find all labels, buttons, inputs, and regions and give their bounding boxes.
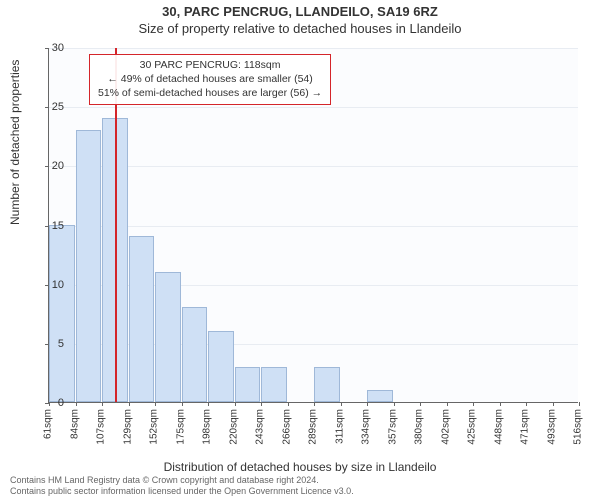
histogram-bar (49, 225, 75, 403)
x-tick-label: 84sqm (69, 409, 80, 439)
page-subtitle: Size of property relative to detached ho… (0, 21, 600, 36)
x-tick (367, 402, 368, 406)
x-tick-label: 198sqm (202, 409, 213, 445)
x-tick-label: 380sqm (414, 409, 425, 445)
callout-line-1: 30 PARC PENCRUG: 118sqm (98, 58, 322, 72)
x-tick-label: 516sqm (573, 409, 584, 445)
gridline (49, 48, 578, 49)
x-tick-label: 266sqm (281, 409, 292, 445)
x-tick-label: 311sqm (334, 409, 345, 444)
x-tick-label: 334sqm (361, 409, 372, 445)
y-tick-label: 15 (40, 220, 64, 232)
page-title: 30, PARC PENCRUG, LLANDEILO, SA19 6RZ (0, 4, 600, 19)
histogram-bar (208, 331, 234, 402)
gridline (49, 107, 578, 108)
x-tick (102, 402, 103, 406)
histogram-bar (367, 390, 393, 402)
gridline (49, 166, 578, 167)
x-tick-label: 448sqm (493, 409, 504, 445)
x-tick (182, 402, 183, 406)
callout-line-2: ← 49% of detached houses are smaller (54… (98, 72, 322, 86)
x-tick-label: 243sqm (255, 409, 266, 445)
histogram-bar (261, 367, 287, 403)
x-tick (129, 402, 130, 406)
x-tick (314, 402, 315, 406)
callout-line-3: 51% of semi-detached houses are larger (… (98, 86, 322, 100)
y-tick-label: 10 (40, 279, 64, 291)
x-tick (76, 402, 77, 406)
x-tick (526, 402, 527, 406)
x-tick (394, 402, 395, 406)
x-tick (447, 402, 448, 406)
histogram-bar (129, 236, 155, 402)
histogram-bar (235, 367, 261, 403)
footnote: Contains HM Land Registry data © Crown c… (10, 475, 354, 498)
histogram-bar (76, 130, 102, 402)
x-tick-label: 402sqm (440, 409, 451, 445)
histogram-bar (155, 272, 181, 402)
x-tick (155, 402, 156, 406)
x-tick-label: 357sqm (387, 409, 398, 445)
histogram-bar (182, 307, 208, 402)
x-tick (235, 402, 236, 406)
x-tick (553, 402, 554, 406)
y-tick-label: 25 (40, 101, 64, 113)
gridline (49, 226, 578, 227)
x-tick-label: 471sqm (520, 409, 531, 445)
x-axis-label: Distribution of detached houses by size … (0, 460, 600, 474)
footnote-line-2: Contains public sector information licen… (10, 486, 354, 498)
x-tick (208, 402, 209, 406)
x-tick (261, 402, 262, 406)
x-tick-label: 493sqm (546, 409, 557, 445)
y-tick-label: 20 (40, 160, 64, 172)
x-tick-label: 152sqm (149, 409, 160, 445)
x-tick-label: 129sqm (122, 409, 133, 445)
footnote-line-1: Contains HM Land Registry data © Crown c… (10, 475, 354, 487)
x-tick-label: 220sqm (228, 409, 239, 445)
x-tick (420, 402, 421, 406)
x-tick (341, 402, 342, 406)
y-axis-label: Number of detached properties (8, 60, 22, 225)
y-tick-label: 5 (40, 338, 64, 350)
x-tick (473, 402, 474, 406)
x-tick (500, 402, 501, 406)
x-tick-label: 175sqm (175, 409, 186, 445)
histogram-bar (314, 367, 340, 403)
x-tick-label: 289sqm (308, 409, 319, 445)
x-tick (288, 402, 289, 406)
x-tick-label: 425sqm (467, 409, 478, 445)
y-tick-label: 0 (40, 397, 64, 409)
x-tick-label: 107sqm (96, 409, 107, 445)
histogram-chart: 30 PARC PENCRUG: 118sqm← 49% of detached… (48, 48, 578, 403)
callout-box: 30 PARC PENCRUG: 118sqm← 49% of detached… (89, 54, 331, 105)
plot-area: 30 PARC PENCRUG: 118sqm← 49% of detached… (48, 48, 578, 403)
y-tick-label: 30 (40, 42, 64, 54)
x-tick-label: 61sqm (43, 409, 54, 439)
x-tick (579, 402, 580, 406)
